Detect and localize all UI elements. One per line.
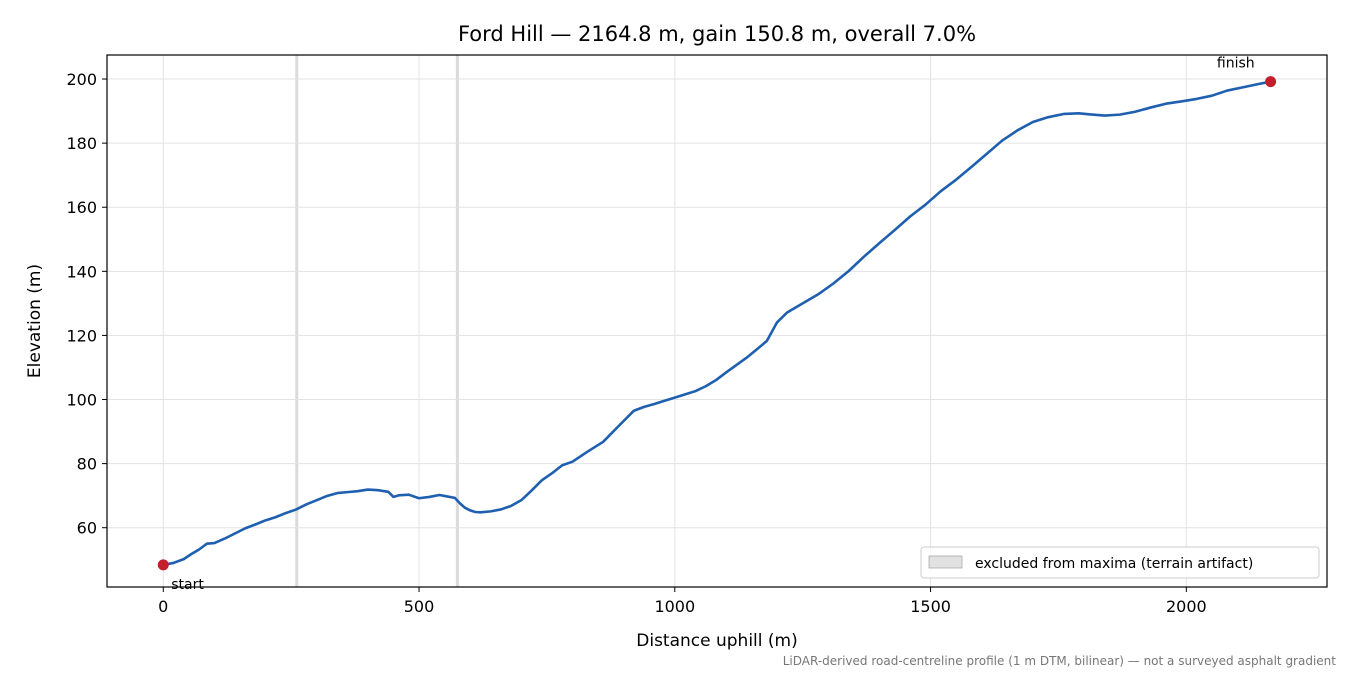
legend-box bbox=[920, 546, 1320, 579]
elevation-line-0 bbox=[161, 80, 1272, 567]
grid-lines bbox=[107, 55, 1327, 587]
x-tick-label: 1500 bbox=[910, 597, 951, 616]
x-tick-label: 1000 bbox=[654, 597, 695, 616]
y-tick-label: 60 bbox=[77, 519, 97, 538]
y-tick-label: 180 bbox=[66, 134, 97, 153]
plot-area bbox=[107, 55, 1327, 587]
x-tick-label: 0 bbox=[158, 597, 168, 616]
excluded-regions bbox=[295, 55, 459, 587]
start-label: start bbox=[171, 577, 204, 593]
finish-label: finish bbox=[1217, 56, 1255, 72]
x-axis-label: Distance uphill (m) bbox=[636, 631, 797, 651]
legend: excluded from maxima (terrain artifact) bbox=[920, 546, 1320, 579]
legend-label: excluded from maxima (terrain artifact) bbox=[975, 556, 1253, 572]
footnote: LiDAR-derived road-centreline profile (1… bbox=[783, 654, 1337, 668]
y-tick-label: 100 bbox=[66, 391, 97, 410]
finish-marker bbox=[1265, 76, 1277, 88]
y-axis-label: Elevation (m) bbox=[25, 264, 45, 378]
axis-ticks: 0 500 1000 1500 2000 60 80 100 120 140 160 180 200 bbox=[66, 70, 1206, 616]
y-tick-label: 140 bbox=[66, 262, 97, 281]
excluded-band-0 bbox=[295, 55, 299, 587]
x-tick-label: 500 bbox=[404, 597, 435, 616]
chart-title: Ford Hill — 2164.8 m, gain 150.8 m, over… bbox=[458, 22, 976, 46]
legend-swatch bbox=[928, 555, 963, 569]
y-tick-label: 200 bbox=[66, 70, 97, 89]
endpoint-markers: start finish bbox=[157, 56, 1277, 593]
plot-frame bbox=[106, 54, 1328, 588]
y-tick-label: 80 bbox=[77, 455, 97, 474]
y-tick-label: 160 bbox=[66, 198, 97, 217]
excluded-band-1 bbox=[455, 55, 459, 587]
y-tick-label: 120 bbox=[66, 326, 97, 345]
series-layer bbox=[161, 80, 1272, 567]
start-marker bbox=[157, 559, 169, 571]
x-tick-label: 2000 bbox=[1166, 597, 1207, 616]
